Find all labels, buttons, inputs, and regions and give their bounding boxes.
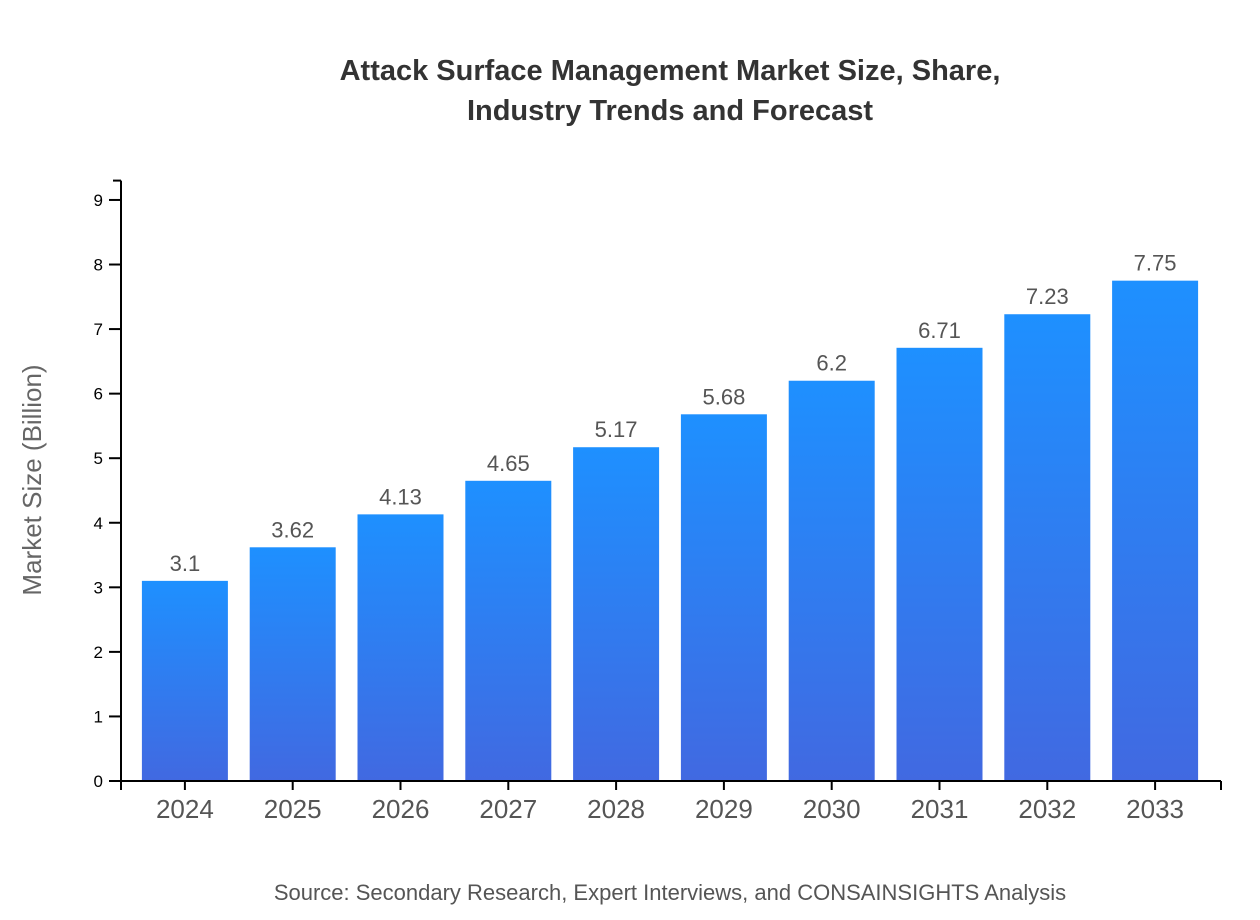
y-tick-label: 0 <box>94 772 103 791</box>
bar-2024 <box>141 580 228 780</box>
x-tick-label: 2032 <box>1018 794 1076 824</box>
data-label-2032: 7.23 <box>1026 284 1069 309</box>
y-axis-label: Market Size (Billion) <box>17 364 47 595</box>
x-tick-label: 2025 <box>264 794 322 824</box>
bar-2026 <box>357 514 444 780</box>
bar-2025 <box>249 547 336 780</box>
data-label-2025: 3.62 <box>271 517 314 542</box>
bar-2029 <box>680 414 767 780</box>
chart-title-line-2: Industry Trends and Forecast <box>467 95 873 127</box>
y-tick-label: 3 <box>94 578 103 597</box>
y-tick-label: 6 <box>94 385 103 404</box>
x-tick-label: 2024 <box>156 794 214 824</box>
y-tick-label: 7 <box>94 320 103 339</box>
y-tick-label: 4 <box>94 514 103 533</box>
x-axis: 2024 2025 2026 2027 2028 2029 2030 2031 2032 2033 <box>120 780 1222 824</box>
x-tick-label: 2030 <box>803 794 861 824</box>
y-tick-label: 8 <box>94 256 103 275</box>
bar-2032 <box>1004 314 1091 780</box>
data-label-2031: 6.71 <box>918 318 961 343</box>
x-tick-label: 2033 <box>1126 794 1184 824</box>
y-tick-label: 9 <box>94 191 103 210</box>
bar-2031 <box>896 347 983 780</box>
data-label-2024: 3.1 <box>170 551 201 576</box>
bars: 3.1 3.62 4.13 4.65 5.17 5.68 6.2 6.71 7.23 7.75 <box>141 251 1199 780</box>
data-label-2029: 5.68 <box>702 384 745 409</box>
y-tick-label: 1 <box>94 707 103 726</box>
bar-2033 <box>1112 280 1199 780</box>
y-tick-label: 5 <box>94 449 103 468</box>
bar-2030 <box>788 380 875 780</box>
x-tick-label: 2026 <box>372 794 430 824</box>
y-axis: 0 1 2 3 4 5 6 7 8 9 <box>94 179 122 791</box>
bar-2027 <box>465 480 552 780</box>
x-tick-label: 2028 <box>587 794 645 824</box>
data-label-2026: 4.13 <box>379 484 422 509</box>
data-label-2027: 4.65 <box>487 451 530 476</box>
x-tick-label: 2029 <box>695 794 753 824</box>
data-label-2028: 5.17 <box>595 417 638 442</box>
y-tick-label: 2 <box>94 643 103 662</box>
source-note: Source: Secondary Research, Expert Inter… <box>274 880 1066 905</box>
x-tick-label: 2031 <box>911 794 969 824</box>
bar-2028 <box>573 447 660 780</box>
data-label-2033: 7.75 <box>1134 251 1177 276</box>
chart-title-line-1: Attack Surface Management Market Size, S… <box>340 55 1001 87</box>
x-tick-label: 2027 <box>479 794 537 824</box>
data-label-2030: 6.2 <box>816 351 847 376</box>
